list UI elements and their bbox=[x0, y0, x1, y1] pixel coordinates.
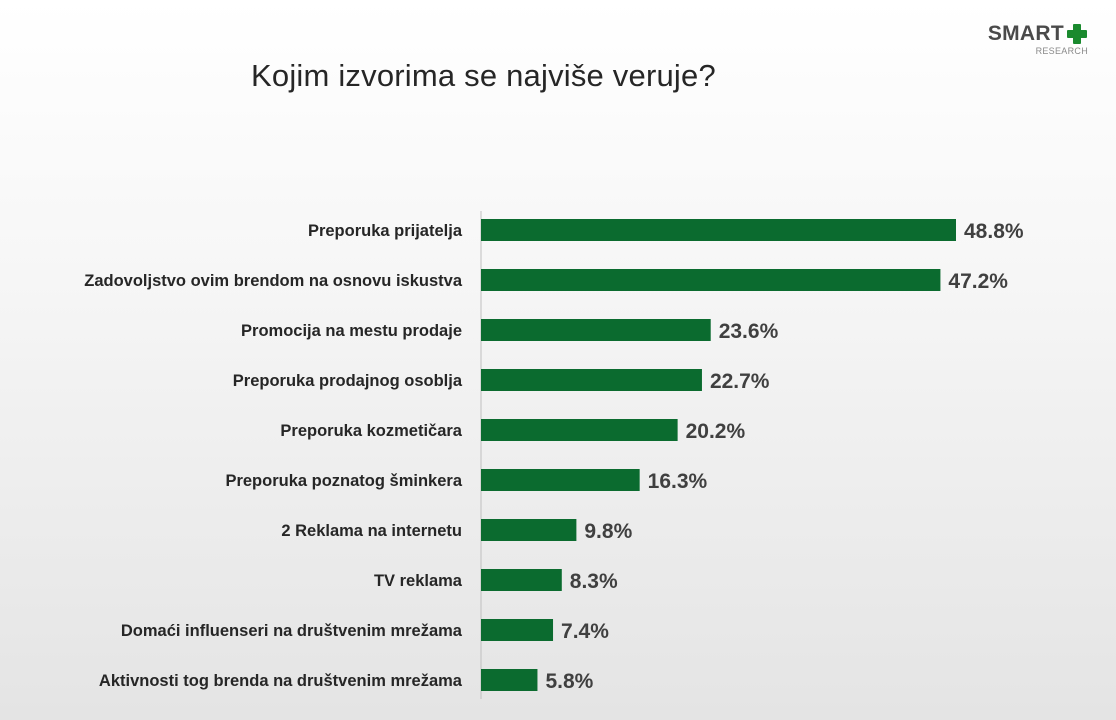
category-label: Aktivnosti tog brenda na društvenim mrež… bbox=[99, 672, 463, 690]
category-label: TV reklama bbox=[374, 572, 463, 590]
bar bbox=[481, 219, 956, 241]
bar bbox=[481, 619, 554, 641]
category-label: Domaći influenseri na društvenim mrežama bbox=[121, 622, 463, 640]
bar bbox=[481, 419, 678, 441]
bar bbox=[481, 369, 702, 391]
value-label: 7.4% bbox=[561, 620, 609, 643]
value-label: 47.2% bbox=[948, 270, 1008, 293]
category-label: Preporuka kozmetičara bbox=[280, 422, 462, 440]
bar bbox=[481, 669, 538, 691]
value-label: 23.6% bbox=[719, 320, 779, 343]
value-label: 16.3% bbox=[648, 470, 708, 493]
category-label: Zadovoljstvo ovim brendom na osnovu isku… bbox=[84, 272, 463, 290]
bar bbox=[481, 469, 640, 491]
bar bbox=[481, 319, 711, 341]
value-label: 48.8% bbox=[964, 220, 1024, 243]
value-label: 9.8% bbox=[584, 520, 632, 543]
plus-icon bbox=[1067, 24, 1087, 44]
category-label: Promocija na mestu prodaje bbox=[241, 322, 462, 340]
category-label: Preporuka prijatelja bbox=[308, 222, 463, 240]
bars-layer: Preporuka prijatelja 48.8% Zadovoljstvo ov… bbox=[84, 211, 1024, 699]
category-label: Preporuka prodajnog osoblja bbox=[233, 372, 463, 390]
chart-title: Kojim izvorima se najviše veruje? bbox=[251, 58, 716, 93]
bar bbox=[481, 569, 562, 591]
logo-word: SMART bbox=[987, 22, 1064, 45]
value-label: 8.3% bbox=[570, 570, 618, 593]
logo-subtitle: RESEARCH bbox=[1035, 46, 1088, 56]
category-label: 2 Reklama na internetu bbox=[281, 522, 462, 540]
category-label: Preporuka poznatog šminkera bbox=[225, 472, 462, 490]
bar bbox=[481, 519, 577, 541]
value-label: 20.2% bbox=[686, 420, 746, 443]
smart-research-logo: SMART RESEARCH bbox=[980, 22, 1090, 62]
value-label: 5.8% bbox=[545, 670, 593, 693]
value-label: 22.7% bbox=[710, 370, 770, 393]
bar bbox=[481, 269, 941, 291]
